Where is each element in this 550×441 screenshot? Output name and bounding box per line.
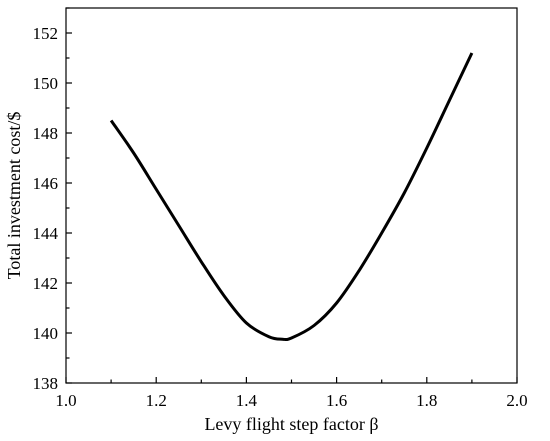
y-tick-label: 138 (33, 374, 59, 393)
series-layer (109, 52, 474, 342)
y-tick-label: 148 (33, 124, 59, 143)
y-tick-label: 152 (33, 24, 59, 43)
y-tick-label: 146 (33, 174, 59, 193)
x-axis-tick-labels: 1.0 1.2 1.4 1.6 1.8 2.0 (55, 391, 527, 410)
y-tick-label: 142 (33, 274, 59, 293)
y-axis-label: Total investment cost/$ (4, 112, 24, 280)
x-tick-label: 1.0 (55, 391, 76, 410)
x-tick-label: 1.6 (326, 391, 347, 410)
x-tick-label: 1.8 (416, 391, 437, 410)
plot-frame (65, 7, 518, 384)
y-axis-ticks (66, 7, 72, 384)
x-tick-label: 2.0 (506, 391, 527, 410)
x-tick-label: 1.4 (236, 391, 258, 410)
x-tick-label: 1.2 (146, 391, 167, 410)
y-axis-tick-labels: 138 140 142 144 146 148 150 152 (33, 24, 59, 393)
y-tick-label: 144 (33, 224, 59, 243)
x-axis-ticks (65, 377, 518, 383)
series-line-0 (109, 52, 474, 342)
y-tick-label: 140 (33, 324, 59, 343)
y-tick-label: 150 (33, 74, 59, 93)
x-axis-label: Levy flight step factor β (204, 414, 378, 434)
